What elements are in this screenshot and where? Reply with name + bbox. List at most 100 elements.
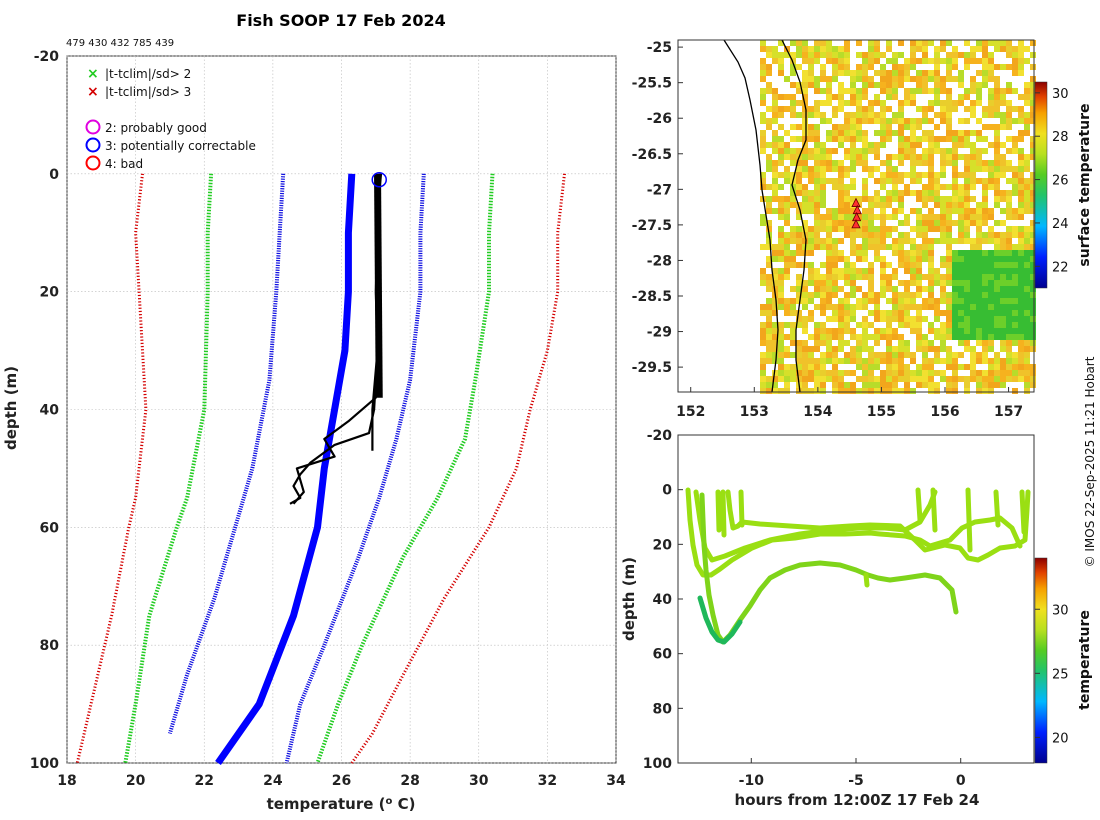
sst-cell — [1012, 142, 1018, 148]
sst-cell — [880, 358, 886, 364]
sst-cell — [1000, 322, 1006, 328]
sst-cell — [988, 100, 994, 106]
sst-cell — [904, 220, 910, 226]
sst-cell — [820, 220, 826, 226]
sst-cell — [844, 280, 850, 286]
sst-cell — [814, 142, 820, 148]
sst-cell — [844, 382, 850, 388]
sst-cell — [802, 124, 808, 130]
sst-cell — [766, 382, 772, 388]
sst-cell — [988, 106, 994, 112]
sst-cell — [862, 232, 868, 238]
sst-cell — [1012, 184, 1018, 190]
sst-cell — [976, 304, 982, 310]
sst-cell — [850, 334, 856, 340]
sst-cell — [904, 184, 910, 190]
sst-cell — [868, 238, 874, 244]
sst-cell — [982, 214, 988, 220]
sst-cell — [1030, 208, 1036, 214]
sst-cell — [970, 334, 976, 340]
sst-cell — [874, 214, 880, 220]
sst-cell — [1018, 364, 1024, 370]
sst-cell — [868, 376, 874, 382]
sst-cell — [970, 250, 976, 256]
sst-cell — [856, 52, 862, 58]
sst-cell — [868, 262, 874, 268]
sst-cell — [844, 112, 850, 118]
sst-cell — [1024, 304, 1030, 310]
sst-cell — [1024, 370, 1030, 376]
sst-cell — [922, 316, 928, 322]
sst-cell — [802, 286, 808, 292]
sst-cell — [862, 106, 868, 112]
sst-cell — [1030, 226, 1036, 232]
profile-x-ticks: 18 20 22 24 26 28 30 32 34 — [57, 773, 626, 789]
sst-cell — [1006, 190, 1012, 196]
sst-cell — [958, 364, 964, 370]
sst-cell — [856, 118, 862, 124]
sst-cell — [880, 130, 886, 136]
sst-cell — [910, 136, 916, 142]
sst-cell — [916, 160, 922, 166]
sst-cell — [1012, 166, 1018, 172]
sst-cell — [772, 58, 778, 64]
sst-cell — [874, 226, 880, 232]
sst-cell — [808, 178, 814, 184]
magenta-circle-icon — [85, 119, 101, 135]
sst-cell — [1012, 328, 1018, 334]
sst-cell — [790, 160, 796, 166]
legend-flag3: 3: potentially correctable — [105, 139, 256, 153]
sst-cell — [778, 292, 784, 298]
sst-cell — [928, 106, 934, 112]
sst-cell — [976, 334, 982, 340]
sst-cell — [862, 226, 868, 232]
sst-cell — [892, 316, 898, 322]
sst-cell — [904, 238, 910, 244]
sst-cell — [862, 178, 868, 184]
sst-cell — [934, 190, 940, 196]
sst-cell — [1018, 136, 1024, 142]
sst-cell — [976, 352, 982, 358]
sst-cell — [832, 316, 838, 322]
sst-cell — [784, 142, 790, 148]
sst-cell — [1030, 262, 1036, 268]
sst-cell — [904, 370, 910, 376]
sst-cell — [892, 172, 898, 178]
sst-cell — [910, 166, 916, 172]
sst-cell — [808, 358, 814, 364]
sst-cell — [820, 244, 826, 250]
sst-cell — [892, 292, 898, 298]
sst-cell — [832, 70, 838, 76]
sst-cell — [820, 274, 826, 280]
sst-cell — [862, 76, 868, 82]
sst-cell — [946, 376, 952, 382]
sst-cell — [832, 388, 838, 394]
sst-cell — [802, 46, 808, 52]
sst-cell — [976, 250, 982, 256]
sst-cell — [886, 382, 892, 388]
sst-cell — [904, 286, 910, 292]
sst-cell — [898, 40, 904, 46]
sst-cell — [808, 196, 814, 202]
sst-cell — [994, 76, 1000, 82]
sst-cell — [820, 172, 826, 178]
sst-cell — [874, 82, 880, 88]
sst-cell — [766, 142, 772, 148]
y-tick-label: 40 — [40, 403, 60, 419]
sst-cell — [1030, 382, 1036, 388]
sst-cell — [838, 274, 844, 280]
sst-cell — [778, 58, 784, 64]
sst-cell — [1018, 292, 1024, 298]
map-x-tick-label: 153 — [740, 404, 769, 420]
sst-cell — [832, 256, 838, 262]
sst-cell — [844, 202, 850, 208]
sst-cell — [1024, 274, 1030, 280]
sst-cell — [1006, 316, 1012, 322]
sst-cell — [820, 388, 826, 394]
sst-cell — [1006, 304, 1012, 310]
sst-cell — [952, 286, 958, 292]
sst-cell — [892, 286, 898, 292]
sst-cell — [994, 190, 1000, 196]
sst-cell — [934, 334, 940, 340]
sst-cell — [760, 76, 766, 82]
